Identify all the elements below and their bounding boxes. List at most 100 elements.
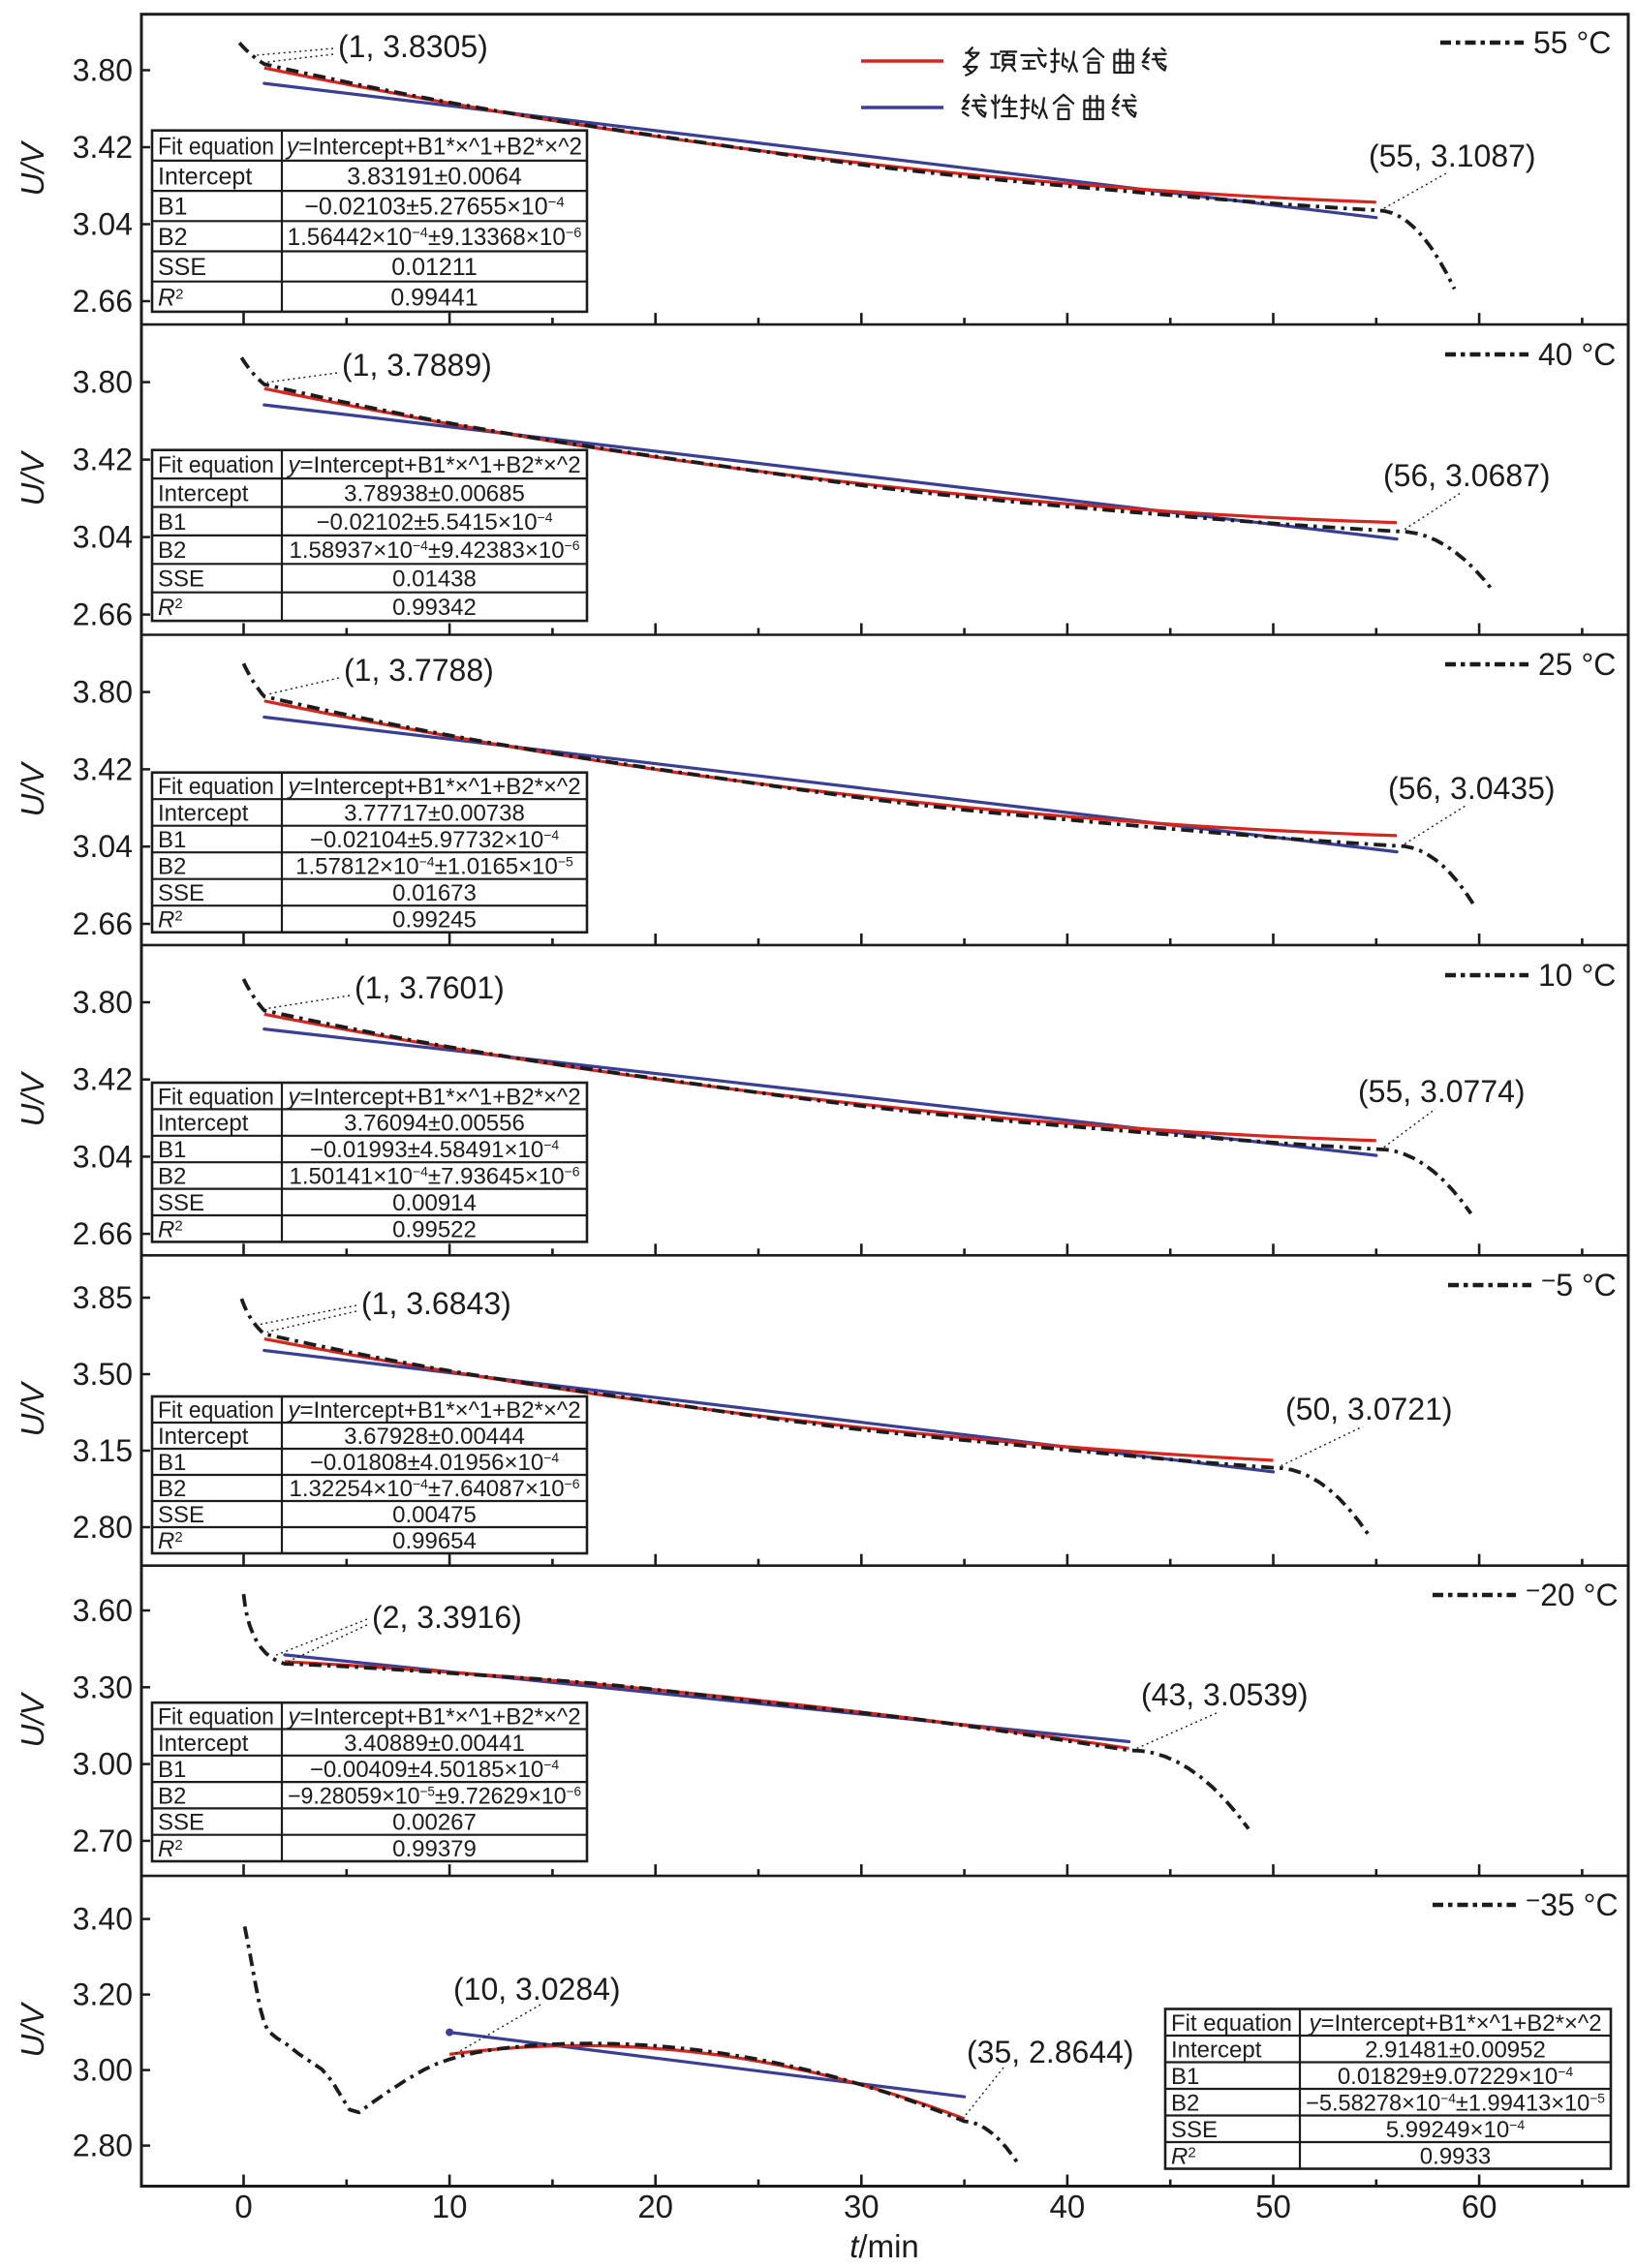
svg-text:R2: R2 (158, 595, 183, 621)
svg-text:Fit equation: Fit equation (158, 133, 274, 160)
svg-text:−9.28059×10−5±9.72629×10−6: −9.28059×10−5±9.72629×10−6 (288, 1783, 581, 1808)
svg-text:(1, 3.8305): (1, 3.8305) (338, 29, 488, 64)
svg-text:3.00: 3.00 (73, 1747, 133, 1782)
svg-text:10: 10 (432, 2189, 468, 2224)
svg-text:R2: R2 (158, 1528, 183, 1554)
svg-text:U/V: U/V (15, 2002, 50, 2058)
svg-text:R2: R2 (158, 1216, 183, 1242)
svg-text:3.42: 3.42 (73, 751, 133, 786)
svg-text:1.58937×10−4±9.42383×10−6: 1.58937×10−4±9.42383×10−6 (289, 537, 579, 564)
svg-text:0.99654: 0.99654 (392, 1528, 477, 1554)
svg-text:(55, 3.0774): (55, 3.0774) (1358, 1074, 1526, 1109)
svg-text:U/V: U/V (15, 761, 50, 817)
svg-text:3.00: 3.00 (73, 2053, 133, 2088)
svg-text:40: 40 (1050, 2189, 1086, 2224)
svg-text:Intercept: Intercept (158, 801, 249, 827)
svg-text:30: 30 (844, 2189, 880, 2224)
svg-text:y=Intercept+B1*×^1+B2*×^2: y=Intercept+B1*×^1+B2*×^2 (1307, 2010, 1601, 2037)
svg-text:(43, 3.0539): (43, 3.0539) (1141, 1677, 1309, 1712)
svg-text:R2: R2 (1171, 2143, 1196, 2169)
svg-text:B2: B2 (158, 1783, 186, 1809)
svg-text:Fit equation: Fit equation (158, 1703, 274, 1730)
svg-text:2.66: 2.66 (73, 1216, 133, 1251)
svg-text:t/min: t/min (849, 2228, 919, 2264)
svg-text:0.01829±9.07229×10−4: 0.01829±9.07229×10−4 (1338, 2064, 1574, 2090)
svg-text:0.01438: 0.01438 (392, 567, 477, 593)
svg-text:y=Intercept+B1*×^1+B2*×^2: y=Intercept+B1*×^1+B2*×^2 (285, 134, 582, 160)
svg-text:B2: B2 (158, 1476, 186, 1502)
svg-text:y=Intercept+B1*×^1+B2*×^2: y=Intercept+B1*×^1+B2*×^2 (286, 452, 580, 478)
svg-text:Intercept: Intercept (1171, 2037, 1262, 2063)
svg-text:(10, 3.0284): (10, 3.0284) (453, 1972, 621, 2007)
svg-text:B2: B2 (158, 854, 186, 880)
svg-text:SSE: SSE (158, 1810, 204, 1836)
svg-text:3.80: 3.80 (73, 365, 133, 400)
svg-text:U/V: U/V (15, 1071, 50, 1127)
svg-text:B1: B1 (158, 1450, 186, 1476)
svg-text:20: 20 (637, 2189, 673, 2224)
svg-text:−20 °C: −20 °C (1526, 1576, 1619, 1612)
svg-text:B2: B2 (158, 537, 186, 564)
svg-text:0.00267: 0.00267 (392, 1810, 477, 1836)
svg-text:3.80: 3.80 (73, 675, 133, 710)
svg-text:y=Intercept+B1*×^1+B2*×^2: y=Intercept+B1*×^1+B2*×^2 (286, 1704, 580, 1731)
svg-text:40 °C: 40 °C (1538, 337, 1616, 372)
svg-text:−0.02104±5.97732×10−4: −0.02104±5.97732×10−4 (310, 827, 560, 853)
svg-text:B2: B2 (1171, 2090, 1199, 2116)
svg-text:0.00475: 0.00475 (392, 1502, 477, 1528)
svg-text:3.60: 3.60 (73, 1593, 133, 1628)
svg-text:0.01673: 0.01673 (392, 880, 477, 906)
svg-text:U/V: U/V (15, 140, 50, 197)
svg-text:1.32254×10−4±7.64087×10−6: 1.32254×10−4±7.64087×10−6 (289, 1476, 579, 1502)
svg-text:0.00914: 0.00914 (392, 1190, 477, 1216)
svg-text:R2: R2 (158, 907, 183, 934)
svg-text:3.83191±0.0064: 3.83191±0.0064 (347, 164, 522, 191)
svg-text:(1, 3.7788): (1, 3.7788) (344, 653, 494, 688)
svg-text:(2, 3.3916): (2, 3.3916) (372, 1600, 522, 1635)
svg-text:Intercept: Intercept (158, 164, 252, 191)
svg-text:5.99249×10−4: 5.99249×10−4 (1386, 2117, 1526, 2143)
svg-text:SSE: SSE (1171, 2117, 1218, 2143)
svg-text:1.50141×10−4±7.93645×10−6: 1.50141×10−4±7.93645×10−6 (289, 1164, 579, 1190)
svg-text:−0.01993±4.58491×10−4: −0.01993±4.58491×10−4 (310, 1137, 560, 1163)
svg-text:Intercept: Intercept (158, 1424, 249, 1450)
svg-text:−5 °C: −5 °C (1541, 1266, 1617, 1303)
svg-text:3.50: 3.50 (73, 1357, 133, 1392)
svg-text:B2: B2 (158, 224, 188, 251)
svg-text:0: 0 (234, 2189, 252, 2224)
svg-text:SSE: SSE (158, 880, 204, 906)
svg-text:0.9933: 0.9933 (1420, 2143, 1491, 2169)
svg-text:1.56442×10−4±9.13368×10−6: 1.56442×10−4±9.13368×10−6 (288, 225, 582, 251)
svg-text:(1, 3.7601): (1, 3.7601) (355, 970, 505, 1005)
svg-text:SSE: SSE (158, 254, 206, 281)
svg-text:−0.01808±4.01956×10−4: −0.01808±4.01956×10−4 (310, 1450, 560, 1476)
svg-text:0.99379: 0.99379 (392, 1836, 477, 1862)
svg-text:Fit equation: Fit equation (158, 1084, 274, 1110)
svg-text:3.85: 3.85 (73, 1280, 133, 1315)
svg-text:−0.00409±4.50185×10−4: −0.00409±4.50185×10−4 (310, 1757, 560, 1783)
svg-text:10 °C: 10 °C (1538, 958, 1616, 993)
svg-text:y=Intercept+B1*×^1+B2*×^2: y=Intercept+B1*×^1+B2*×^2 (286, 774, 580, 800)
svg-text:B2: B2 (158, 1164, 186, 1190)
svg-text:−35 °C: −35 °C (1526, 1885, 1619, 1922)
svg-text:U/V: U/V (15, 450, 50, 506)
svg-text:0.99441: 0.99441 (390, 284, 478, 311)
svg-text:Fit equation: Fit equation (158, 452, 274, 478)
svg-text:2.66: 2.66 (73, 906, 133, 941)
svg-text:2.91481±0.00952: 2.91481±0.00952 (1365, 2037, 1546, 2063)
svg-text:U/V: U/V (15, 1381, 50, 1437)
svg-text:0.99245: 0.99245 (392, 907, 477, 934)
svg-text:R2: R2 (158, 1836, 183, 1862)
svg-text:2.80: 2.80 (73, 1510, 133, 1545)
svg-text:Intercept: Intercept (158, 1111, 249, 1137)
svg-text:Fit equation: Fit equation (1171, 2010, 1292, 2037)
svg-text:0.99522: 0.99522 (392, 1216, 477, 1242)
svg-text:(1, 3.7889): (1, 3.7889) (342, 348, 492, 383)
svg-text:3.67928±0.00444: 3.67928±0.00444 (344, 1424, 525, 1450)
svg-text:B1: B1 (1171, 2064, 1199, 2090)
svg-text:60: 60 (1462, 2189, 1497, 2224)
svg-text:y=Intercept+B1*×^1+B2*×^2: y=Intercept+B1*×^1+B2*×^2 (286, 1397, 580, 1424)
svg-text:Intercept: Intercept (158, 480, 249, 506)
svg-text:(35, 2.8644): (35, 2.8644) (967, 2035, 1134, 2069)
svg-text:3.42: 3.42 (73, 1062, 133, 1097)
